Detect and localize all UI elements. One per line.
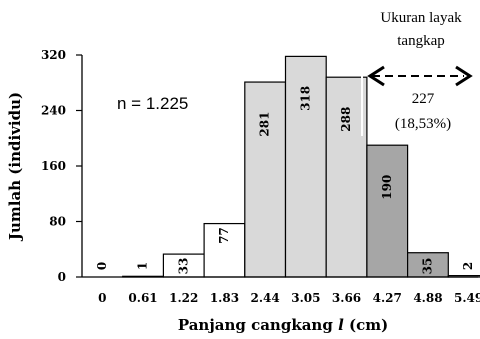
- catch-size-label-line2: tangkap: [397, 33, 444, 49]
- y-axis-title: Jumlah (individu): [6, 92, 24, 242]
- bar-labels-group: 0 1 33 77 281 318 288 190 35 2: [95, 86, 475, 274]
- bar-value-label-1.83: 77: [217, 227, 231, 244]
- bar-value-label-3.05: 318: [298, 86, 312, 111]
- bars-group: [122, 55, 480, 278]
- x-axis-title: Panjang cangkang l (cm): [178, 316, 388, 334]
- bar-value-label-3.66: 288: [339, 107, 353, 132]
- bar-2.44: [244, 81, 287, 278]
- catch-count-label: 227: [412, 91, 435, 107]
- bar-1.83: [203, 222, 246, 278]
- x-tick-label-1.22: 1.22: [169, 291, 198, 305]
- bar-4.27: [366, 144, 409, 278]
- sample-size-label: n = 1.225: [117, 94, 188, 113]
- bar-value-label-1.22: 33: [176, 258, 190, 275]
- x-tick-label-3.66: 3.66: [332, 291, 361, 305]
- y-tick-label-160: 160: [41, 159, 66, 173]
- bar-value-label-5.49: 2: [461, 262, 475, 270]
- x-tick-label-2.44: 2.44: [251, 291, 280, 305]
- catch-size-label-line1: Ukuran layak: [380, 10, 462, 26]
- bar-value-label-4.88: 35: [420, 258, 434, 275]
- x-axis-title-variable: l: [338, 316, 344, 334]
- catch-range-arrowhead-right: [455, 65, 473, 87]
- x-tick-label-0.61: 0.61: [128, 291, 157, 305]
- x-tick-label-1.83: 1.83: [210, 291, 239, 305]
- y-tick-label-320: 320: [41, 48, 66, 62]
- y-ticks-group: 0 80 160 240 320: [41, 48, 82, 284]
- bar-value-label-2.44: 281: [258, 112, 272, 137]
- catch-range-arrowhead-left: [367, 65, 385, 87]
- x-tick-label-4.88: 4.88: [413, 291, 442, 305]
- x-tick-label-5.49: 5.49: [454, 291, 480, 305]
- y-tick-label-240: 240: [41, 104, 66, 118]
- x-tick-label-0: 0: [98, 291, 106, 305]
- bar-value-label-0.61: 1: [136, 262, 150, 270]
- x-axis-title-unit: (cm): [344, 316, 388, 334]
- x-ticks-group: 0 0.61 1.22 1.83 2.44 3.05 3.66 4.27 4.88 5.49: [98, 291, 480, 305]
- y-tick-label-0: 0: [58, 270, 66, 284]
- x-axis-title-text: Panjang cangkang: [178, 316, 338, 334]
- x-tick-label-4.27: 4.27: [373, 291, 402, 305]
- catch-percent-label: (18,53%): [395, 116, 451, 132]
- x-tick-label-3.05: 3.05: [291, 291, 320, 305]
- y-tick-label-80: 80: [49, 215, 66, 229]
- bar-value-label-0: 0: [95, 262, 109, 270]
- bar-value-label-4.27: 190: [380, 175, 394, 200]
